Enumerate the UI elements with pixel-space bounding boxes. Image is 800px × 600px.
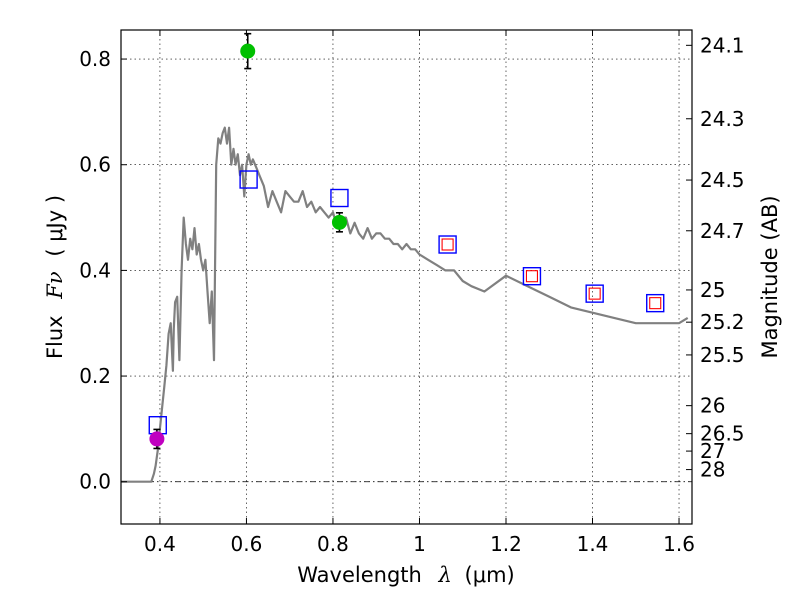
- magnitude-tick-label: 26.5: [700, 422, 745, 446]
- x-tick-label: 1.6: [663, 532, 695, 556]
- magnitude-tick-label: 26: [700, 394, 725, 418]
- x-tick-label: 0.6: [231, 532, 263, 556]
- magnitude-tick-label: 24.3: [700, 107, 745, 131]
- magnitude-tick-label: 25: [700, 278, 725, 302]
- y-axis-title-text: Flux: [43, 315, 67, 359]
- model-flux-square: [148, 416, 167, 435]
- observed-flux-point: [240, 43, 256, 59]
- y-tick-label: 0.2: [79, 364, 111, 388]
- magnitude-tick-label: 24.5: [700, 168, 745, 192]
- y-tick-label: 0.0: [79, 470, 111, 494]
- y-tick-label: 0.4: [79, 258, 111, 282]
- magnitude-tick-label: 24.1: [700, 33, 745, 57]
- y-tick-label: 0.8: [79, 47, 111, 71]
- x-tick-label: 1.4: [577, 532, 609, 556]
- x-tick-label: 0.4: [144, 532, 176, 556]
- model-flux-square: [646, 293, 665, 313]
- model-flux-square: [239, 170, 258, 189]
- model-flux-square: [438, 235, 457, 254]
- plot-frame: [120, 29, 693, 525]
- x-axis-title-symbol: λ: [438, 563, 452, 587]
- x-tick-label: 1: [413, 532, 426, 556]
- magnitude-tick-label: 28: [700, 458, 725, 482]
- x-tick-label: 0.8: [317, 532, 349, 556]
- model-flux-square: [522, 267, 542, 286]
- magnitude-tick-label: 25.2: [700, 310, 745, 334]
- y-axis-title: Flux Fν ( μJy ): [43, 195, 67, 359]
- x-axis-title-unit: (μm): [465, 563, 515, 587]
- x-axis-title: Wavelength λ (μm): [297, 563, 514, 587]
- magnitude-tick-label: 25.5: [700, 343, 745, 367]
- x-tick-label: 1.2: [490, 532, 522, 556]
- observed-flux-point: [331, 214, 347, 230]
- y-axis-title-unit: ( μJy ): [43, 195, 67, 257]
- magnitude-tick-label: 24.7: [700, 219, 745, 243]
- y-axis-title-symbol: Fν: [43, 271, 67, 300]
- model-flux-square: [585, 284, 604, 303]
- observed-limit-square: [649, 297, 662, 310]
- magnitude-tick-label: 27: [700, 439, 725, 463]
- model-flux-square: [330, 188, 349, 208]
- x-axis-title-text: Wavelength: [297, 563, 422, 587]
- right-axis-title: Magnitude (AB): [758, 195, 782, 358]
- observed-flux-point: [149, 431, 165, 447]
- observed-limit-square: [588, 287, 601, 300]
- axis-ticks: 0.4 0.6 0.8 1 1.2 1.4 1.6 0.0 0.2 0.4 0.6 0.8 24.1 24…: [79, 30, 745, 556]
- observed-limit-square: [441, 238, 454, 251]
- y-tick-label: 0.6: [79, 153, 111, 177]
- observed-limit-square: [525, 270, 538, 283]
- data-series: [121, 32, 689, 483]
- spectrum-line: [121, 126, 689, 483]
